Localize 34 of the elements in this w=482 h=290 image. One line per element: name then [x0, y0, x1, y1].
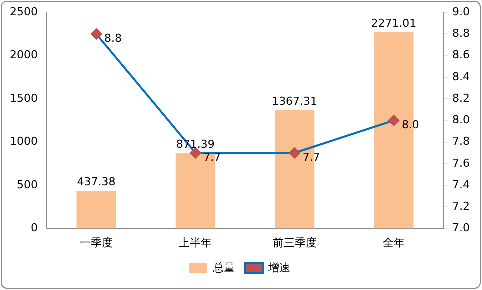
data-label: 2271.01 [371, 16, 417, 30]
y2-tick-label: 7.4 [452, 178, 470, 192]
point [388, 115, 400, 126]
data-label: 7.7 [302, 150, 320, 164]
point [91, 28, 102, 40]
y-tick-label: 1000 [10, 135, 38, 148]
y2-tick-label: 8.6 [452, 48, 470, 62]
y2-tick-label: 8.4 [452, 70, 470, 84]
legend-label: 增速 [268, 261, 290, 274]
data-label: 437.38 [77, 175, 116, 188]
legend-label: 总量 [212, 261, 235, 274]
bar [76, 190, 116, 229]
y2-tick-label: 7.6 [452, 156, 470, 170]
data-label: 8.0 [402, 118, 420, 132]
y2-tick-label: 9.0 [452, 5, 470, 18]
y2-tick-label: 8.2 [452, 92, 470, 105]
y2-tick-label: 7.8 [452, 135, 470, 148]
y-tick-label: 500 [16, 178, 38, 192]
y-tick-label: 2000 [10, 48, 38, 62]
y2-tick-label: 8.0 [452, 114, 470, 127]
data-label: 1367.31 [272, 94, 318, 108]
y-tick-label: 2500 [10, 5, 38, 18]
y-tick-label: 0 [30, 222, 38, 235]
y-tick-label: 1500 [10, 92, 38, 105]
point [289, 148, 300, 159]
y2-tick-label: 8.8 [452, 27, 470, 40]
x-tick-label: 前三季度 [272, 236, 317, 250]
x-tick-label: 全年 [382, 236, 405, 250]
data-label: 7.7 [204, 150, 222, 164]
y2-tick-label: 7.0 [452, 222, 470, 235]
x-tick-label: 一季度 [80, 236, 114, 250]
y2-tick-label: 7.2 [452, 200, 470, 214]
data-label: 8.8 [104, 32, 122, 46]
x-tick-label: 上半年 [179, 236, 212, 250]
